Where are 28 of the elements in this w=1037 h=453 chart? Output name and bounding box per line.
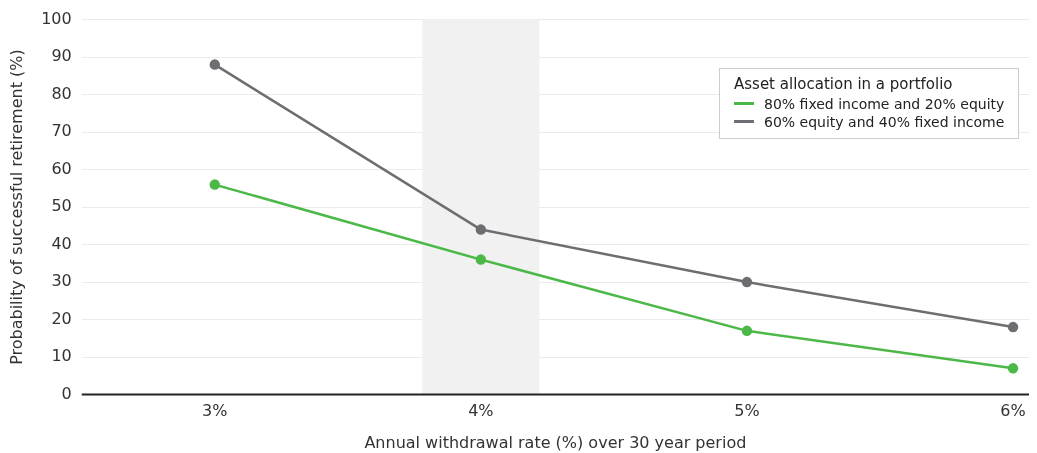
- y-tick-label: 100: [41, 8, 72, 28]
- y-axis-title: Probability of successful retirement (%): [6, 49, 26, 365]
- point: [1007, 363, 1019, 374]
- point: [209, 179, 221, 190]
- legend-title: Asset allocation in a portfolio: [734, 74, 954, 93]
- y-tick-label: 20: [51, 308, 72, 328]
- y-tick-label: 80: [51, 83, 72, 103]
- x-tick-label: 4%: [468, 401, 494, 421]
- x-tick-label: 6%: [1000, 401, 1026, 421]
- point: [475, 224, 487, 235]
- x-axis-title: Annual withdrawal rate (%) over 30 year period: [364, 432, 747, 452]
- point: [741, 325, 753, 337]
- point: [209, 59, 221, 70]
- y-tick-label: 70: [51, 121, 72, 141]
- y-tick-label: 0: [61, 383, 72, 403]
- legend-label: 60% equity and 40% fixed income: [764, 113, 1005, 130]
- legend-label: 80% fixed income and 20% equity: [764, 95, 1005, 112]
- point: [1007, 321, 1019, 333]
- y-tick-label: 10: [51, 346, 72, 366]
- y-tick-label: 50: [51, 196, 72, 216]
- y-tick-label: 30: [51, 271, 72, 291]
- point: [741, 276, 753, 288]
- x-tick-label: 3%: [202, 401, 228, 421]
- x-tick-label: 5%: [734, 401, 760, 421]
- y-tick-label: 40: [51, 233, 72, 253]
- y-tick-label: 60: [51, 158, 72, 178]
- y-tick-label: 90: [51, 46, 72, 66]
- point: [475, 254, 487, 265]
